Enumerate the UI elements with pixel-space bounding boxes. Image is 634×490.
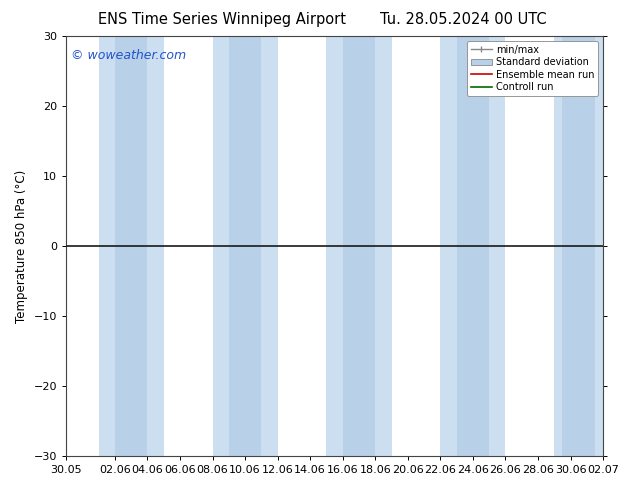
Bar: [343, 36, 375, 456]
Bar: [562, 36, 595, 456]
Bar: [229, 36, 261, 456]
Text: Tu. 28.05.2024 00 UTC: Tu. 28.05.2024 00 UTC: [380, 12, 546, 27]
Bar: [99, 36, 164, 456]
Bar: [441, 36, 505, 456]
Bar: [554, 36, 603, 456]
Bar: [212, 36, 278, 456]
Bar: [327, 36, 392, 456]
Y-axis label: Temperature 850 hPa (°C): Temperature 850 hPa (°C): [15, 170, 28, 323]
Legend: min/max, Standard deviation, Ensemble mean run, Controll run: min/max, Standard deviation, Ensemble me…: [467, 41, 598, 96]
Bar: [115, 36, 148, 456]
Text: ENS Time Series Winnipeg Airport: ENS Time Series Winnipeg Airport: [98, 12, 346, 27]
Bar: [456, 36, 489, 456]
Text: © woweather.com: © woweather.com: [72, 49, 186, 62]
